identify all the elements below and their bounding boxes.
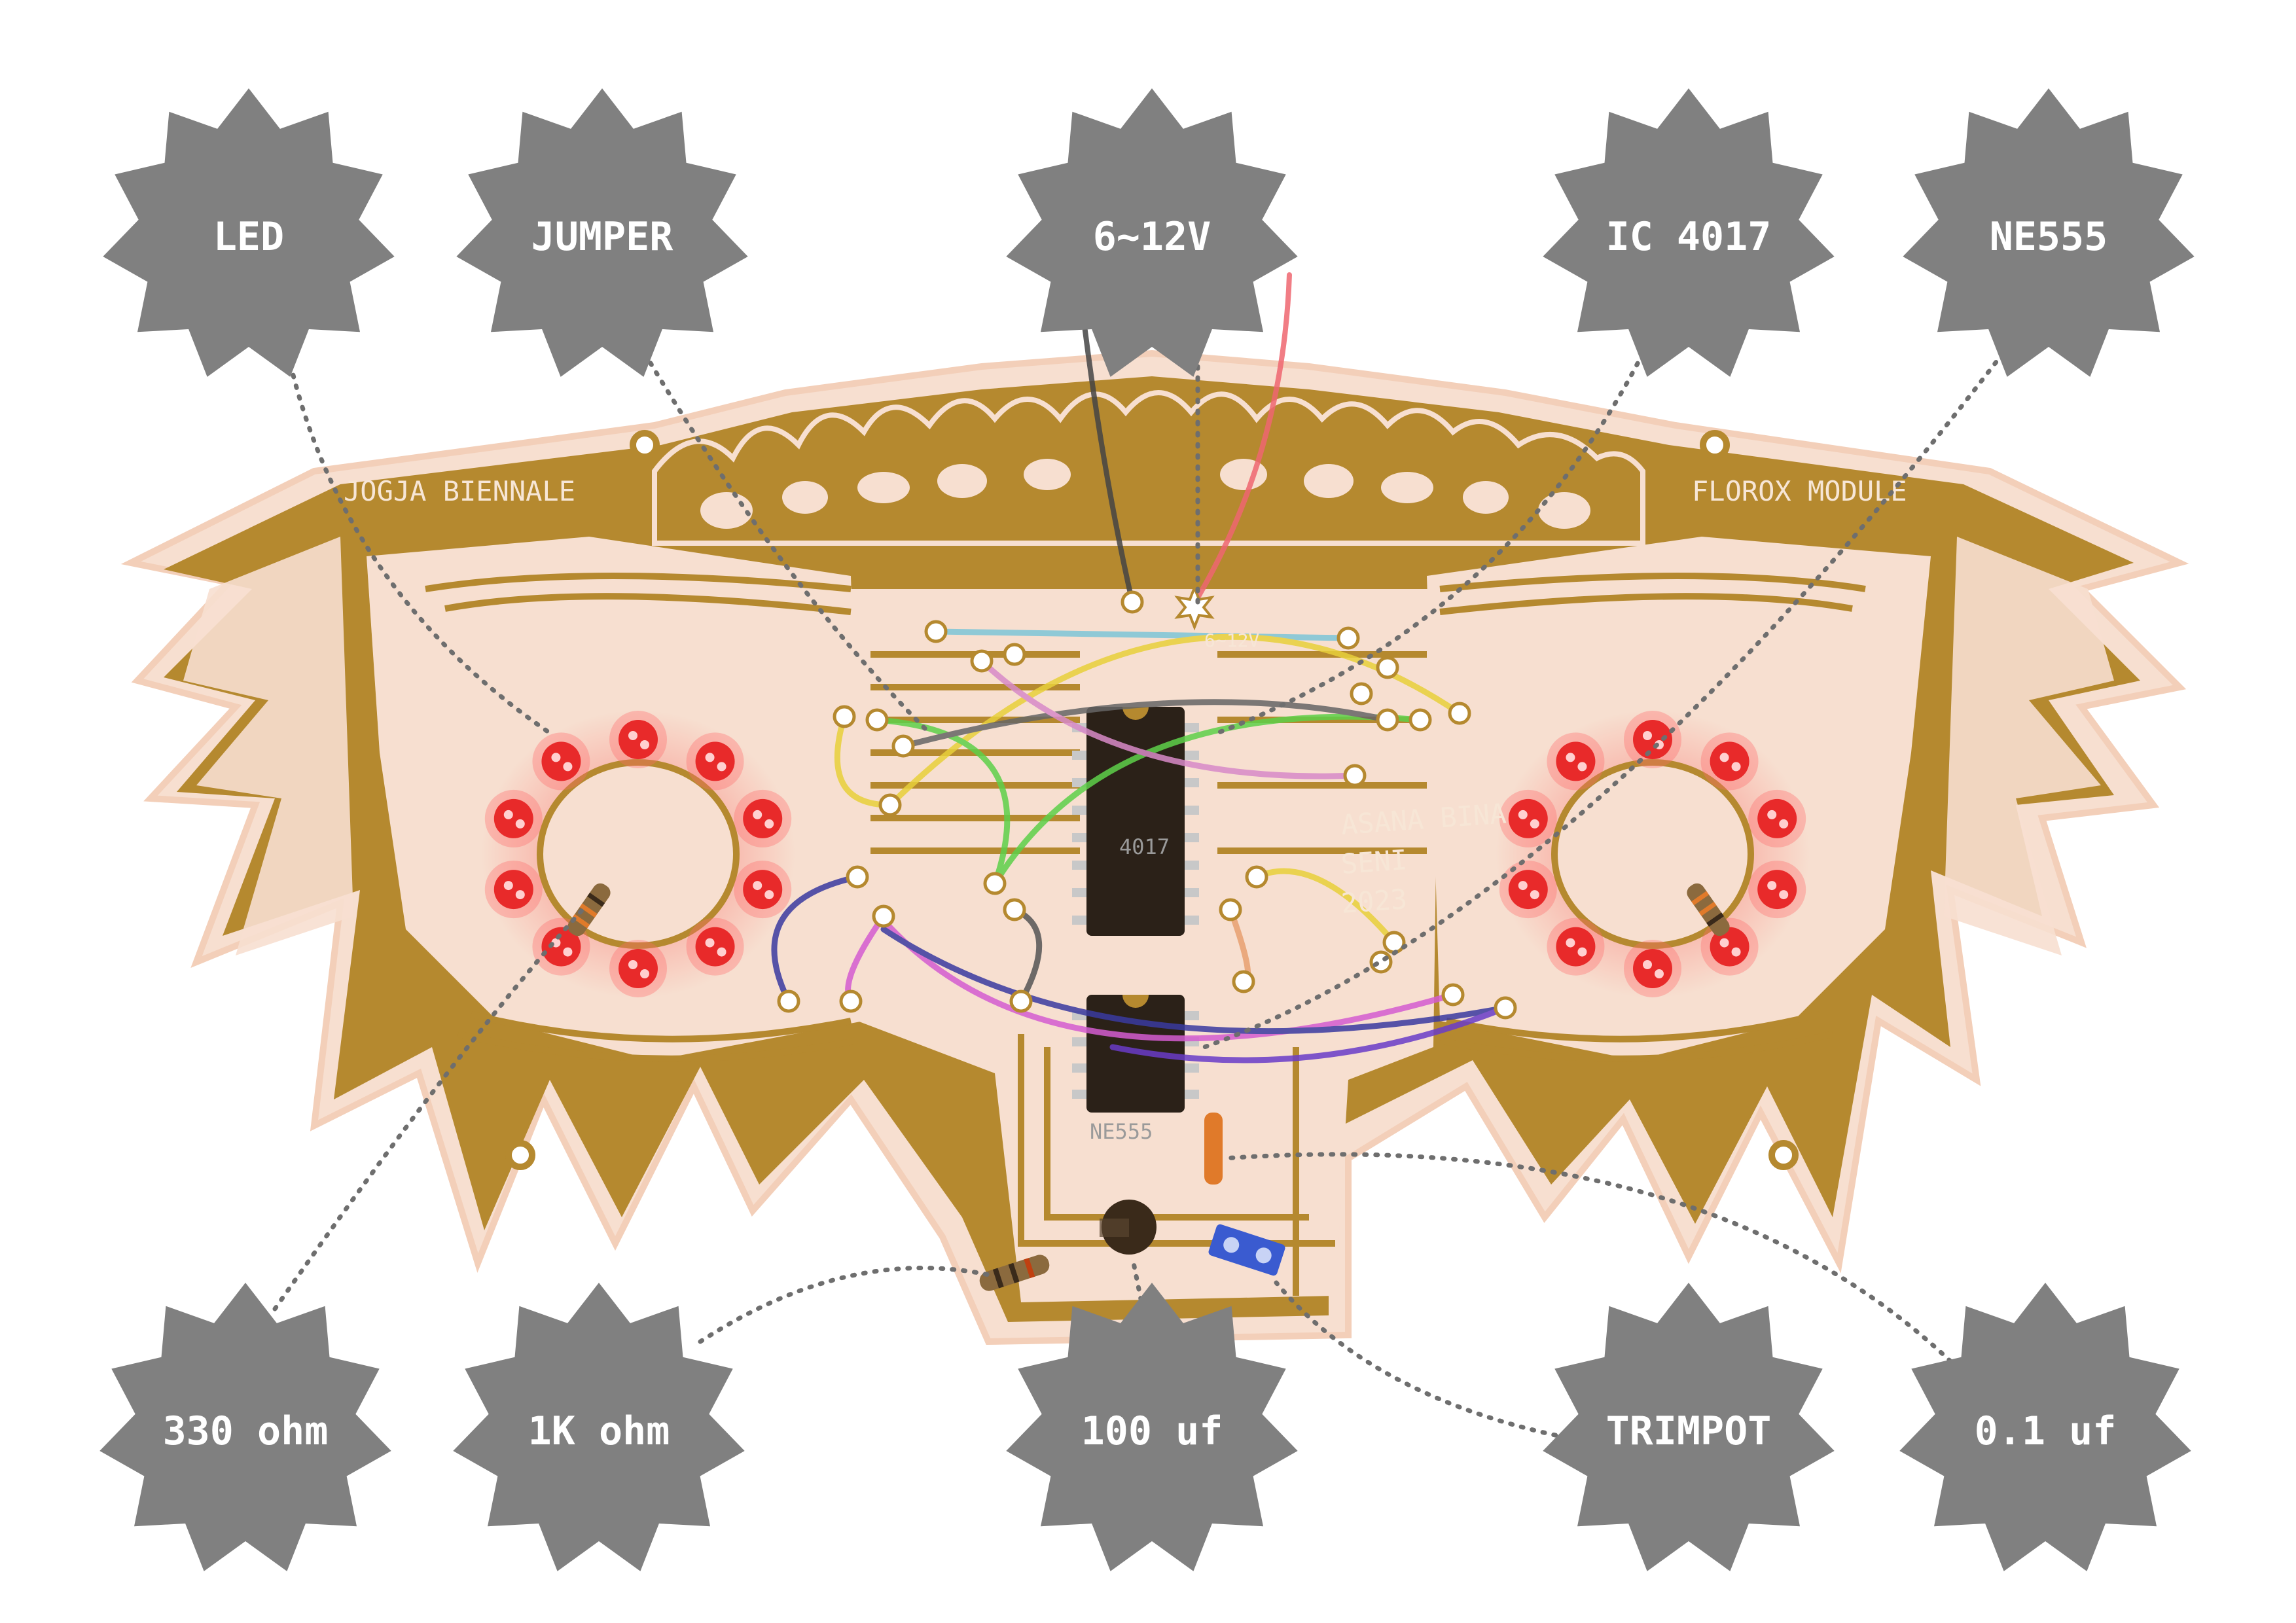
callout-ic4017 <box>1215 351 1645 736</box>
wire-pink <box>978 658 1358 779</box>
badge-label: 6~12V <box>1093 214 1211 260</box>
wire-purple <box>1109 1005 1509 1063</box>
callout-330ohm <box>272 907 585 1311</box>
callout-led <box>285 351 552 736</box>
led-right-6 <box>1624 940 1681 997</box>
callout-jumper <box>642 351 932 736</box>
led-left-6 <box>609 940 667 997</box>
component-badges: LED JUMPER 6~12V IC 4017 NE555 330 ohm 1K ohm 1… <box>99 88 2195 1571</box>
led-right-3 <box>1748 789 1806 847</box>
pcb-board <box>120 349 2189 1346</box>
badge-top-led: LED <box>103 88 395 377</box>
led-right-10 <box>1547 732 1605 791</box>
wire-endpoints <box>777 584 1517 1020</box>
callout-ne555 <box>1202 351 2005 1050</box>
led-left-3 <box>734 789 792 847</box>
badge-shape <box>1543 88 1835 377</box>
wire-green-2 <box>992 713 1424 887</box>
badge-label: LED <box>213 214 284 260</box>
callout-1k <box>698 1266 997 1344</box>
wire-cyan <box>933 628 1352 641</box>
badge-top-ne555: NE555 <box>1903 88 2195 377</box>
badge-label: 330 ohm <box>163 1408 329 1454</box>
wire-navy <box>771 874 861 1005</box>
trimpot <box>1208 1224 1285 1276</box>
led-left-1 <box>609 711 667 768</box>
badge-shape <box>99 1283 391 1571</box>
badge-bottom-100-uf: 100 uf <box>1006 1283 1298 1571</box>
led-left-5 <box>686 918 744 976</box>
badge-top-ic-4017: IC 4017 <box>1543 88 1835 377</box>
badge-shape <box>103 88 395 377</box>
right-lobe <box>1944 537 2114 955</box>
led-left-10 <box>532 732 590 791</box>
resistor-330-right <box>1687 883 1730 936</box>
wire-navy-2 <box>880 926 1509 1035</box>
led-left-9 <box>484 789 543 847</box>
mounting-holes <box>505 430 1799 1170</box>
badge-label: TRIMPOT <box>1606 1408 1772 1454</box>
badge-shape <box>456 88 748 377</box>
badge-shape <box>1006 88 1298 377</box>
board-right-title: FLOROX MODULE <box>1692 475 1907 507</box>
ic-4017: 4017 <box>1086 707 1185 936</box>
badge-shape <box>1006 1283 1298 1571</box>
wire-green <box>874 717 1011 887</box>
badge-shape <box>1903 88 2195 377</box>
badge-shape <box>1899 1283 2191 1571</box>
board-credit-line-2: SENI <box>1340 844 1408 880</box>
left-lobe <box>183 537 353 955</box>
capacitor-0.1uf <box>1204 1113 1223 1185</box>
callout-trimpot <box>1274 1280 1580 1442</box>
badge-bottom-330-ohm: 330 ohm <box>99 1283 391 1571</box>
ic-4017-label: 4017 <box>1119 834 1170 859</box>
callout-0.1uf <box>1221 1152 1953 1364</box>
badge-label: NE555 <box>1990 214 2108 260</box>
resistor-330-left <box>567 883 611 936</box>
ic-ne555-label: NE555 <box>1090 1119 1153 1144</box>
badge-label: 1K ohm <box>528 1408 670 1454</box>
wire-red-power <box>1189 272 1292 611</box>
wire-grey <box>900 699 1391 749</box>
wire-pink-3 <box>874 910 1456 1042</box>
badge-label: 100 uf <box>1081 1408 1223 1454</box>
led-right-7 <box>1547 918 1605 976</box>
badge-label: 0.1 uf <box>1975 1408 2117 1454</box>
led-right-8 <box>1499 861 1557 919</box>
graffiti-cutouts <box>700 459 1590 529</box>
board-credit-line-3: 2023 <box>1340 883 1408 919</box>
led-right-1 <box>1624 711 1681 768</box>
badge-bottom-0-1-uf: 0.1 uf <box>1899 1283 2191 1571</box>
wire-yellow-1 <box>834 713 893 808</box>
led-left-4 <box>734 861 792 919</box>
badge-bottom-trimpot: TRIMPOT <box>1543 1283 1835 1571</box>
badge-top-6-12v: 6~12V <box>1006 88 1298 377</box>
led-right-4 <box>1748 861 1806 919</box>
badge-label: JUMPER <box>531 214 674 260</box>
wire-yellow-3 <box>1253 868 1397 946</box>
top-graffiti <box>652 390 1645 546</box>
callout-lines <box>272 351 2005 1442</box>
wire-black-power <box>1077 285 1135 605</box>
badge-bottom-1k-ohm: 1K ohm <box>453 1283 745 1571</box>
resistor-1k <box>979 1255 1050 1291</box>
led-right-2 <box>1700 732 1759 791</box>
power-pad-star <box>1174 584 1215 631</box>
badge-shape <box>453 1283 745 1571</box>
badge-shape <box>1543 1283 1835 1571</box>
copper-traces <box>425 573 1866 1296</box>
led-left-8 <box>484 861 543 919</box>
board-left-title: JOGJA BIENNALE <box>344 475 575 507</box>
badge-top-jumper: JUMPER <box>456 88 748 377</box>
capacitor-100uf <box>1100 1200 1157 1255</box>
led-right-9 <box>1499 789 1557 847</box>
led-left-2 <box>686 732 744 791</box>
badge-label: IC 4017 <box>1606 214 1772 260</box>
board-power-marking: 6~12V <box>1204 630 1259 651</box>
led-array <box>484 711 1806 997</box>
